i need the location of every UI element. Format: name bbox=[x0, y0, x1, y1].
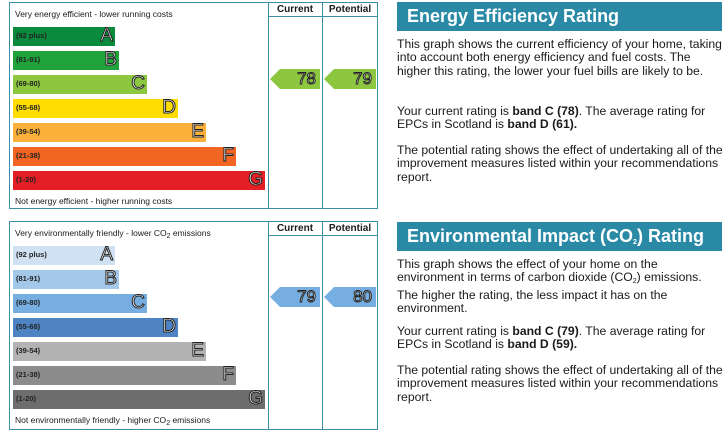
ei-band-g: (1-20) G bbox=[13, 388, 265, 409]
ee-band-g: (1-20) G bbox=[13, 169, 265, 190]
ei-band-f: (21-38) F bbox=[13, 364, 236, 385]
ee-band-letter: D bbox=[162, 97, 177, 118]
ee-current-divider bbox=[268, 3, 269, 208]
ee-band-range: (81-91) bbox=[16, 55, 41, 64]
ee-current-header: Current bbox=[268, 3, 322, 17]
ei-current-arrow: 79 bbox=[270, 287, 320, 307]
impact-heading: Environmental Impact (CO2) Rating bbox=[397, 222, 722, 251]
energy-efficiency-chart: Very energy efficient - lower running co… bbox=[9, 2, 378, 209]
ei-band-letter: D bbox=[162, 316, 177, 337]
ee-band-letter: E bbox=[191, 121, 205, 142]
ee-band-range: (39-54) bbox=[16, 127, 41, 136]
ee-band-d: (55-68) D bbox=[13, 97, 178, 118]
ee-potential-header: Potential bbox=[322, 3, 378, 17]
ee-band-range: (92 plus) bbox=[16, 31, 47, 40]
ee-potential-arrow: 79 bbox=[324, 69, 376, 89]
impact-paragraph-3: The potential rating shows the effect of… bbox=[397, 363, 723, 404]
ei-potential-arrow: 80 bbox=[324, 287, 376, 307]
ei-band-letter: G bbox=[248, 388, 264, 409]
ee-band-range: (55-68) bbox=[16, 103, 41, 112]
ei-potential-value: 80 bbox=[353, 287, 373, 307]
ei-current-header: Current bbox=[268, 222, 322, 236]
ee-band-b: (81-91) B bbox=[13, 49, 119, 70]
energy-heading: Energy Efficiency Rating bbox=[397, 2, 722, 31]
ei-band-range: (39-54) bbox=[16, 346, 41, 355]
ee-potential-divider bbox=[322, 3, 323, 208]
ei-potential-header: Potential bbox=[322, 222, 378, 236]
ee-band-range: (1-20) bbox=[16, 175, 37, 184]
ee-band-range: (69-80) bbox=[16, 79, 41, 88]
ee-band-letter: A bbox=[100, 25, 114, 46]
ee-potential-value: 79 bbox=[353, 69, 373, 89]
ee-bottom-note: Not energy efficient - higher running co… bbox=[15, 196, 173, 206]
ee-band-letter: B bbox=[104, 49, 118, 70]
ee-current-arrow: 78 bbox=[270, 69, 320, 89]
ei-band-range: (1-20) bbox=[16, 394, 37, 403]
ee-band-letter: F bbox=[222, 145, 235, 166]
ei-band-letter: B bbox=[104, 268, 118, 289]
impact-paragraph-1: This graph shows the effect of your home… bbox=[397, 257, 702, 316]
energy-paragraph-2: Your current rating is band C (78). The … bbox=[397, 104, 706, 132]
energy-paragraph-3: The potential rating shows the effect of… bbox=[397, 143, 723, 184]
ee-band-e: (39-54) E bbox=[13, 121, 206, 142]
ee-band-range: (21-38) bbox=[16, 151, 41, 160]
ei-band-letter: E bbox=[191, 340, 205, 361]
ee-band-c: (69-80) C bbox=[13, 73, 147, 94]
ee-band-letter: G bbox=[248, 169, 264, 190]
ei-band-range: (69-80) bbox=[16, 298, 41, 307]
environmental-impact-chart: Very environmentally friendly - lower CO… bbox=[9, 221, 378, 430]
ee-top-note: Very energy efficient - lower running co… bbox=[15, 9, 173, 19]
ei-bottom-note: Not environmentally friendly - higher CO… bbox=[15, 415, 211, 427]
ei-band-a: (92 plus) A bbox=[13, 244, 115, 265]
ei-band-e: (39-54) E bbox=[13, 340, 206, 361]
ei-band-range: (55-68) bbox=[16, 322, 41, 331]
ei-band-c: (69-80) C bbox=[13, 292, 147, 313]
ei-potential-divider bbox=[322, 222, 323, 429]
ei-band-b: (81-91) B bbox=[13, 268, 119, 289]
ei-band-letter: C bbox=[131, 292, 146, 313]
ee-band-letter: C bbox=[131, 73, 146, 94]
ei-band-range: (92 plus) bbox=[16, 250, 47, 259]
ei-band-range: (21-38) bbox=[16, 370, 41, 379]
ei-band-letter: F bbox=[222, 364, 235, 385]
ee-band-a: (92 plus) A bbox=[13, 25, 115, 46]
ee-current-value: 78 bbox=[297, 69, 317, 89]
ei-current-value: 79 bbox=[297, 287, 317, 307]
ei-top-note: Very environmentally friendly - lower CO… bbox=[15, 228, 211, 240]
ei-current-divider bbox=[268, 222, 269, 429]
ee-band-f: (21-38) F bbox=[13, 145, 236, 166]
energy-paragraph-1: This graph shows the current efficiency … bbox=[397, 37, 722, 78]
ei-band-range: (81-91) bbox=[16, 274, 41, 283]
ei-band-d: (55-68) D bbox=[13, 316, 178, 337]
ei-band-letter: A bbox=[100, 244, 114, 265]
impact-paragraph-2: Your current rating is band C (79). The … bbox=[397, 324, 706, 352]
